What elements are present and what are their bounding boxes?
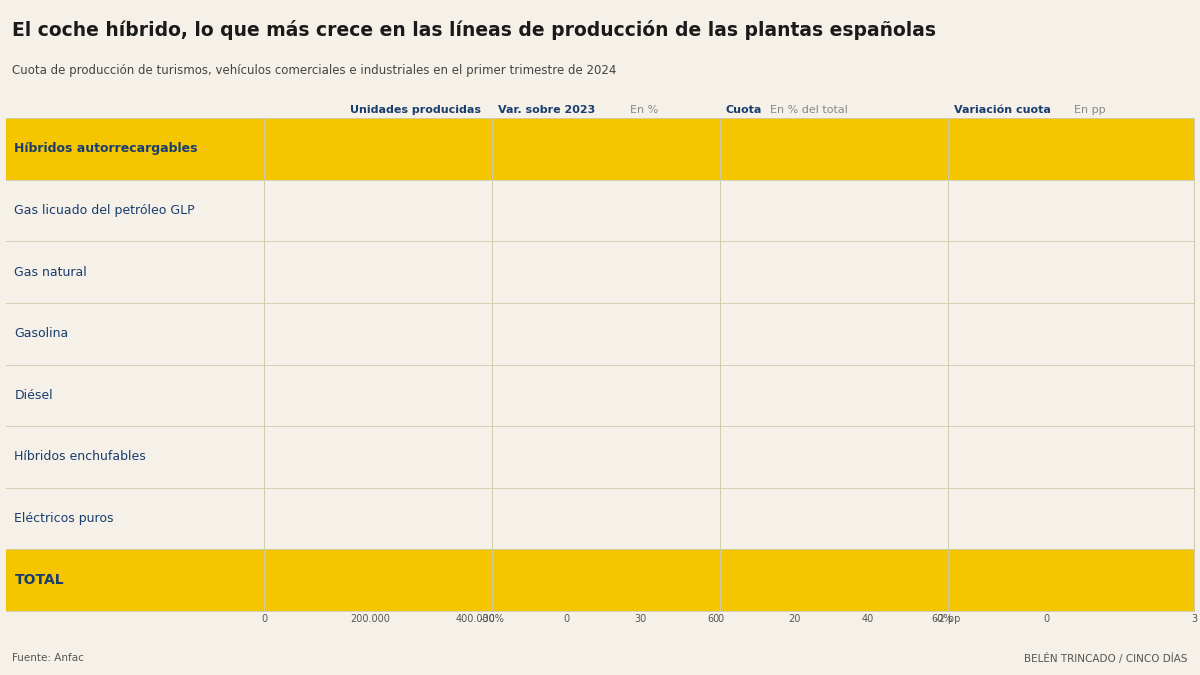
Text: Cuota de producción de turismos, vehículos comerciales e industriales en el prim: Cuota de producción de turismos, vehícul… — [12, 64, 617, 77]
Bar — [1007, 439, 1046, 475]
Text: Var. sobre 2023: Var. sobre 2023 — [498, 105, 595, 115]
Bar — [499, 501, 566, 537]
Text: -1,6: -1,6 — [536, 389, 560, 402]
Text: 48,2: 48,2 — [611, 142, 640, 155]
Bar — [720, 501, 739, 537]
Bar — [1042, 316, 1046, 352]
Text: Fuente: Anfac: Fuente: Anfac — [12, 653, 84, 663]
Text: Gasolina: Gasolina — [14, 327, 68, 340]
Text: 100,0: 100,0 — [731, 574, 773, 587]
Text: -0,1: -0,1 — [1015, 327, 1038, 340]
Bar — [264, 439, 282, 475]
Text: Gas licuado del petróleo GLP: Gas licuado del petróleo GLP — [14, 204, 196, 217]
Bar — [720, 131, 750, 167]
Text: 33.684: 33.684 — [284, 450, 326, 464]
Bar — [530, 439, 566, 475]
Text: Variación cuota: Variación cuota — [954, 105, 1051, 115]
Bar — [264, 131, 292, 167]
Text: -1,9: -1,9 — [926, 512, 950, 525]
Text: 983: 983 — [268, 265, 290, 279]
Bar — [566, 192, 698, 228]
Bar — [1046, 131, 1180, 167]
Text: 53,6: 53,6 — [618, 204, 647, 217]
Text: Gas natural: Gas natural — [14, 265, 88, 279]
Bar — [720, 192, 725, 228]
Bar — [264, 192, 269, 228]
Text: Unidades producidas: Unidades producidas — [350, 105, 481, 115]
Text: Eléctricos puros: Eléctricos puros — [14, 512, 114, 525]
Text: 52.842: 52.842 — [295, 142, 336, 155]
Text: -14,2: -14,2 — [498, 450, 529, 464]
Bar — [264, 316, 458, 352]
Text: -0,5: -0,5 — [570, 574, 599, 587]
Bar — [720, 316, 929, 352]
Text: 2,7: 2,7 — [1103, 142, 1123, 155]
Bar — [720, 377, 809, 413]
Text: 368.535: 368.535 — [401, 327, 455, 340]
Text: TOTAL: TOTAL — [14, 573, 64, 587]
Text: 8.172: 8.172 — [271, 204, 305, 217]
Text: En %: En % — [630, 105, 659, 115]
Text: 5,3: 5,3 — [743, 512, 761, 525]
Text: 34.391: 34.391 — [286, 512, 326, 525]
Text: 5,1: 5,1 — [742, 450, 761, 464]
Text: 8,1: 8,1 — [752, 142, 772, 155]
Text: 0,2: 0,2 — [724, 265, 743, 279]
Text: 0: 0 — [1050, 265, 1057, 279]
Text: BELÉN TRINCADO / CINCO DÍAS: BELÉN TRINCADO / CINCO DÍAS — [1025, 653, 1188, 664]
Text: -26,9: -26,9 — [467, 512, 498, 525]
Text: Cuota: Cuota — [726, 105, 762, 115]
Text: -18,7: -18,7 — [487, 265, 518, 279]
Bar — [264, 377, 347, 413]
Text: Híbridos autorrecargables: Híbridos autorrecargables — [14, 142, 198, 155]
Text: El coche híbrido, lo que más crece en las líneas de producción de las plantas es: El coche híbrido, lo que más crece en la… — [12, 20, 936, 40]
Text: -0,2: -0,2 — [1010, 389, 1033, 402]
Text: 23,9: 23,9 — [750, 389, 779, 402]
Bar — [520, 254, 566, 290]
Bar — [1037, 377, 1046, 413]
Text: 56,3: 56,3 — [810, 327, 839, 340]
Text: 0,4: 0,4 — [1069, 204, 1087, 217]
Bar — [562, 377, 566, 413]
Text: En % del total: En % del total — [770, 105, 848, 115]
Bar — [953, 501, 1046, 537]
Text: 654.825: 654.825 — [269, 574, 329, 587]
Text: Híbridos enchufables: Híbridos enchufables — [14, 450, 146, 464]
Bar — [264, 501, 282, 537]
Bar — [566, 131, 685, 167]
Text: Diésel: Diésel — [14, 389, 53, 402]
Text: 1,2: 1,2 — [727, 204, 746, 217]
Text: En pp: En pp — [1074, 105, 1105, 115]
Bar — [564, 316, 566, 352]
Bar — [1046, 192, 1066, 228]
Bar — [720, 439, 739, 475]
Text: -0,8: -0,8 — [982, 450, 1004, 464]
Text: -0,7: -0,7 — [539, 327, 563, 340]
Text: 156.218: 156.218 — [349, 389, 398, 402]
